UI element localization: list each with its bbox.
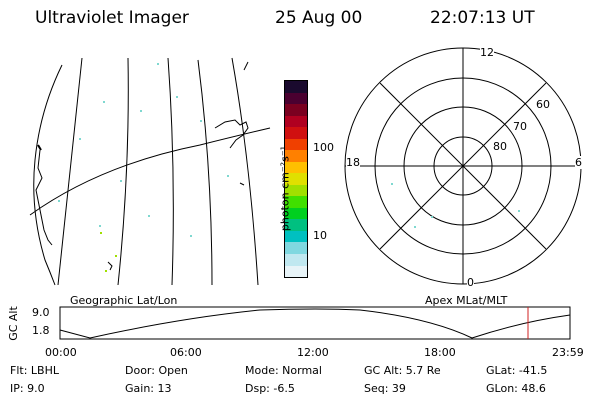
y-min-label: 1.8 — [32, 324, 50, 337]
polar-label-0: 0 — [467, 276, 474, 289]
ip-status: IP: 9.0 — [10, 382, 45, 395]
dsp-status: Dsp: -6.5 — [245, 382, 295, 395]
colorbar-segment — [285, 92, 307, 105]
polar-label-70: 70 — [513, 120, 527, 133]
colorbar-segment — [285, 161, 307, 174]
colorbar-segment — [285, 115, 307, 128]
colorbar-segment — [285, 81, 307, 93]
colorbar-segment — [285, 196, 307, 208]
instrument-title: Ultraviolet Imager — [35, 8, 189, 28]
colorbar-segment — [285, 265, 307, 277]
colorbar-segment — [285, 138, 307, 151]
polar-label-80: 80 — [493, 140, 507, 153]
colorbar-segment — [285, 219, 307, 231]
apex-mlat-label: Apex MLat/MLT — [425, 294, 508, 307]
colorbar-tick-100: 100 — [313, 141, 334, 154]
colorbar — [284, 80, 308, 278]
polar-label-12: 12 — [480, 46, 494, 59]
colorbar-segment — [285, 207, 307, 220]
colorbar-segment — [285, 242, 307, 254]
mode-status: Mode: Normal — [245, 364, 322, 377]
x-tick-0: 00:00 — [45, 346, 77, 359]
gain-status: Gain: 13 — [125, 382, 172, 395]
geo-latlon-label: Geographic Lat/Lon — [70, 294, 178, 307]
colorbar-segment — [285, 173, 307, 185]
gc-alt-status: GC Alt: 5.7 Re — [364, 364, 441, 377]
colorbar-segment — [285, 150, 307, 162]
door-status: Door: Open — [125, 364, 188, 377]
colorbar-segment — [285, 253, 307, 266]
polar-label-6: 6 — [575, 156, 582, 169]
y-max-label: 9.0 — [32, 306, 50, 319]
x-tick-1: 06:00 — [170, 346, 202, 359]
x-tick-4: 23:59 — [552, 346, 584, 359]
colorbar-segment — [285, 230, 307, 243]
seq-status: Seq: 39 — [364, 382, 406, 395]
colorbar-segment — [285, 104, 307, 116]
x-tick-2: 12:00 — [297, 346, 329, 359]
date-label: 25 Aug 00 — [275, 8, 363, 28]
flt-status: Flt: LBHL — [10, 364, 59, 377]
colorbar-segment — [285, 127, 307, 139]
x-tick-3: 18:00 — [424, 346, 456, 359]
colorbar-segment — [285, 184, 307, 197]
polar-label-18: 18 — [346, 156, 360, 169]
colorbar-tick-10: 10 — [313, 229, 327, 242]
glat-status: GLat: -41.5 — [486, 364, 548, 377]
glon-status: GLon: 48.6 — [486, 382, 546, 395]
polar-label-60: 60 — [536, 98, 550, 111]
time-label: 22:07:13 UT — [430, 8, 535, 28]
